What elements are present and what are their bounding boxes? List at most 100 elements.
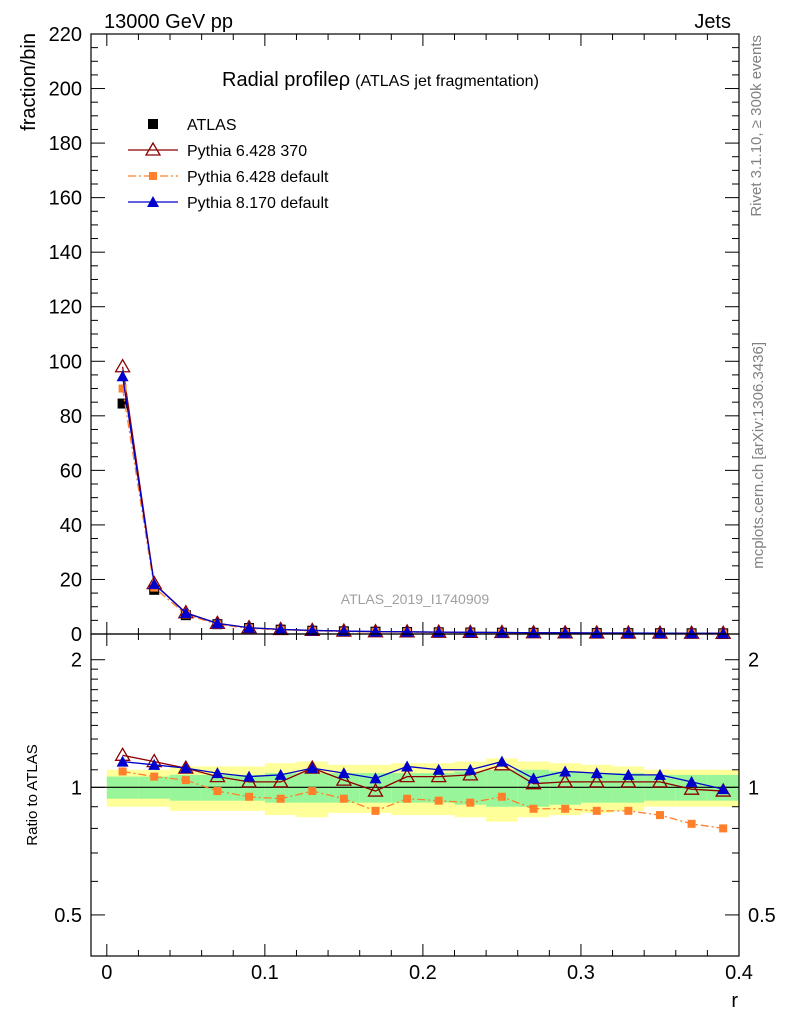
chart-title: Radial profileρ (ATLAS jet fragmentation) [222, 69, 539, 91]
y-axis-label: fraction/bin [18, 33, 40, 131]
legend-marker [149, 172, 157, 180]
ratio-point [213, 787, 222, 796]
ratio-point [150, 772, 159, 781]
data-point [717, 627, 730, 639]
ratio-band-inner [549, 771, 581, 805]
data-point [527, 626, 540, 638]
data-point [685, 627, 698, 639]
y-tick-label: 160 [49, 188, 82, 210]
ratio-point [624, 806, 633, 815]
chart-subtitle: (ATLAS jet fragmentation) [355, 73, 539, 90]
y-tick-label: 20 [60, 569, 82, 591]
data-point [590, 626, 603, 638]
legend-marker [147, 196, 159, 207]
ratio-point [527, 772, 540, 784]
ratio-point [276, 794, 285, 803]
ratio-point [434, 796, 443, 805]
ratio-point [592, 806, 601, 815]
ratio-tick-label-left: 1 [71, 777, 82, 799]
legend-label: Pythia 8.170 default [187, 195, 329, 212]
data-point [337, 625, 350, 637]
ratio-point [561, 804, 570, 813]
legend-label: Pythia 6.428 default [187, 169, 329, 186]
data-point [622, 627, 635, 639]
ratio-point [179, 762, 192, 774]
y-tick-label: 40 [60, 515, 82, 537]
y-tick-label: 120 [49, 297, 82, 319]
ratio-point [529, 804, 538, 813]
ratio-line [122, 770, 724, 830]
ratio-plot-frame [90, 633, 740, 957]
ratio-point [685, 775, 698, 787]
y-tick-label: 180 [49, 133, 82, 155]
ratio-point [717, 783, 730, 795]
analysis-watermark: ATLAS_2019_I1740909 [341, 591, 490, 607]
ratio-point [118, 767, 127, 776]
y-tick-label: 140 [49, 242, 82, 264]
y-tick-label: 220 [49, 24, 82, 46]
ratio-point [651, 773, 669, 788]
data-point [116, 370, 129, 382]
data-point [274, 623, 287, 635]
chart-title-main: Radial profile [222, 69, 339, 91]
ratio-point [430, 768, 447, 783]
legend-entry: Pythia 8.170 default [128, 195, 329, 212]
y-tick-label: 100 [49, 351, 82, 373]
legend-label: ATLAS [187, 117, 237, 134]
ratio-y-axis-label: Ratio to ATLAS [24, 744, 41, 845]
data-point [211, 617, 224, 629]
ratio-point [339, 794, 348, 803]
ratio-point [369, 772, 382, 784]
ratio-point [211, 767, 224, 779]
ratio-point [335, 771, 353, 786]
ratio-point [337, 767, 350, 779]
data-point [653, 627, 666, 639]
ratio-point [719, 824, 728, 833]
data-point [559, 626, 572, 638]
header-left: 13000 GeV pp [104, 11, 233, 33]
ratio-point [497, 792, 506, 801]
ratio-point [306, 762, 319, 774]
data-point [243, 621, 256, 633]
tick-labels: 0 0.1 0.2 0.3 0.4 0 20 40 60 80 100 120 140 160 180 200… [49, 24, 776, 984]
ratio-tick-label-right: 2 [748, 650, 759, 672]
data-point [179, 607, 192, 618]
ratio-point [464, 763, 477, 775]
ratio-point [243, 770, 256, 782]
ratio-point [655, 811, 664, 820]
ratio-point [308, 787, 317, 796]
ratio-point [148, 758, 161, 770]
ratio-series-3 [116, 755, 730, 795]
series-layer [114, 358, 732, 639]
legend-entry: Pythia 6.428 default [128, 169, 329, 186]
ratio-point [683, 780, 700, 795]
ratio-point [495, 755, 508, 767]
ratio-point [398, 768, 416, 783]
data-point [495, 626, 508, 638]
x-tick-label: 0.4 [725, 962, 753, 984]
side-label-bottom: mcplots.cern.ch [arXiv:1306.3436] [750, 342, 767, 569]
ratio-point [367, 782, 384, 797]
ratio-point [245, 792, 254, 801]
legend-marker [144, 141, 162, 156]
ratio-point [432, 763, 445, 775]
ratio-tick-label-left: 0.5 [54, 905, 82, 927]
ratio-point [557, 773, 574, 788]
data-point [306, 624, 319, 636]
legend-entry: Pythia 6.428 370 [128, 141, 307, 160]
ratio-point [622, 768, 635, 780]
legend: ATLAS Pythia 6.428 370 Pythia 6.428 defaul… [128, 117, 329, 212]
ratio-point [620, 773, 637, 788]
header-right: Jets [694, 11, 731, 33]
ratio-point [371, 806, 380, 815]
data-point [118, 384, 127, 393]
ratio-point [588, 773, 605, 788]
ratio-point [272, 773, 289, 788]
ratio-line [122, 760, 724, 790]
data-point [148, 578, 161, 590]
chart-title-symbol: ρ [339, 69, 350, 91]
y-tick-label: 200 [49, 79, 82, 101]
ratio-point [274, 768, 287, 780]
data-point [117, 398, 128, 409]
side-label-top: Rivet 3.1.10, ≥ 300k events [748, 35, 765, 217]
